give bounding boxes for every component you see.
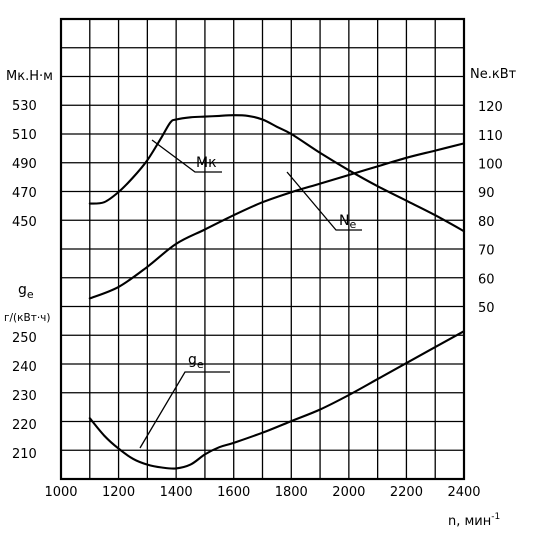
power-tick-label: 120 <box>478 100 503 115</box>
fuel-consumption-curve-label-sub: е <box>197 358 204 371</box>
fuel-tick-label: 220 <box>12 418 37 433</box>
fuel-tick-label: 250 <box>12 331 37 346</box>
x-tick-label: 1200 <box>102 485 135 500</box>
power-curve-label: Nе <box>339 213 356 231</box>
power-tick-labels: 50 60 70 80 90 100 110 120 <box>478 100 503 316</box>
fuel-tick-label: 230 <box>12 389 37 404</box>
torque-leader-line <box>151 139 222 173</box>
power-tick-label: 50 <box>478 301 495 316</box>
power-axis-label: Nе.кВт <box>470 67 517 82</box>
fuel-tick-labels: 210 220 230 240 250 <box>12 331 37 462</box>
torque-tick-label: 530 <box>12 99 37 114</box>
power-tick-label: 90 <box>478 186 495 201</box>
fuel-axis-label: gе <box>18 282 34 301</box>
power-curve-label-sub: е <box>349 218 356 231</box>
power-curve <box>88 142 466 300</box>
x-axis-label: n, мин-1 <box>448 512 500 529</box>
leader-lines <box>139 139 362 449</box>
power-tick-label: 70 <box>478 244 495 259</box>
torque-tick-label: 470 <box>12 186 37 201</box>
x-axis-label-main: n, мин <box>448 514 491 529</box>
fuel-consumption-leader-line <box>139 371 230 449</box>
power-tick-label: 110 <box>478 129 503 144</box>
torque-tick-label: 450 <box>12 215 37 230</box>
power-tick-label: 60 <box>478 272 495 287</box>
x-tick-label: 2400 <box>447 485 480 500</box>
power-tick-label: 100 <box>478 158 503 173</box>
torque-curve <box>88 114 466 233</box>
x-tick-label: 1400 <box>160 485 193 500</box>
fuel-tick-label: 210 <box>12 447 37 462</box>
x-axis-label-exp: -1 <box>491 512 500 522</box>
fuel-consumption-curve-label: gе <box>188 352 204 371</box>
torque-tick-label: 490 <box>12 157 37 172</box>
torque-tick-labels: 450 470 490 510 530 <box>12 99 37 230</box>
torque-tick-label: 510 <box>12 128 37 143</box>
grid <box>61 19 464 479</box>
x-tick-label: 1600 <box>217 485 250 500</box>
fuel-tick-label: 240 <box>12 360 37 375</box>
torque-axis-label: Мк.Н·м <box>6 69 53 84</box>
fuel-consumption-curve-label-main: g <box>188 352 197 368</box>
curves <box>88 114 466 470</box>
x-tick-label: 2000 <box>332 485 365 500</box>
fuel-axis-unit: г/(кВт·ч) <box>4 312 50 324</box>
x-tick-labels: 1000 1200 1400 1600 1800 2000 2200 2400 <box>44 485 480 500</box>
fuel-axis-label-sub: е <box>27 288 34 301</box>
power-leader-line <box>286 171 362 231</box>
fuel-consumption-curve <box>88 330 466 470</box>
x-tick-label: 1800 <box>275 485 308 500</box>
torque-curve-label: Мк <box>196 155 217 171</box>
fuel-axis-label-main: g <box>18 282 27 298</box>
x-tick-label: 1000 <box>44 485 77 500</box>
x-tick-label: 2200 <box>390 485 423 500</box>
power-curve-label-main: N <box>339 213 349 229</box>
power-tick-label: 80 <box>478 215 495 230</box>
plot-frame <box>59 17 466 481</box>
